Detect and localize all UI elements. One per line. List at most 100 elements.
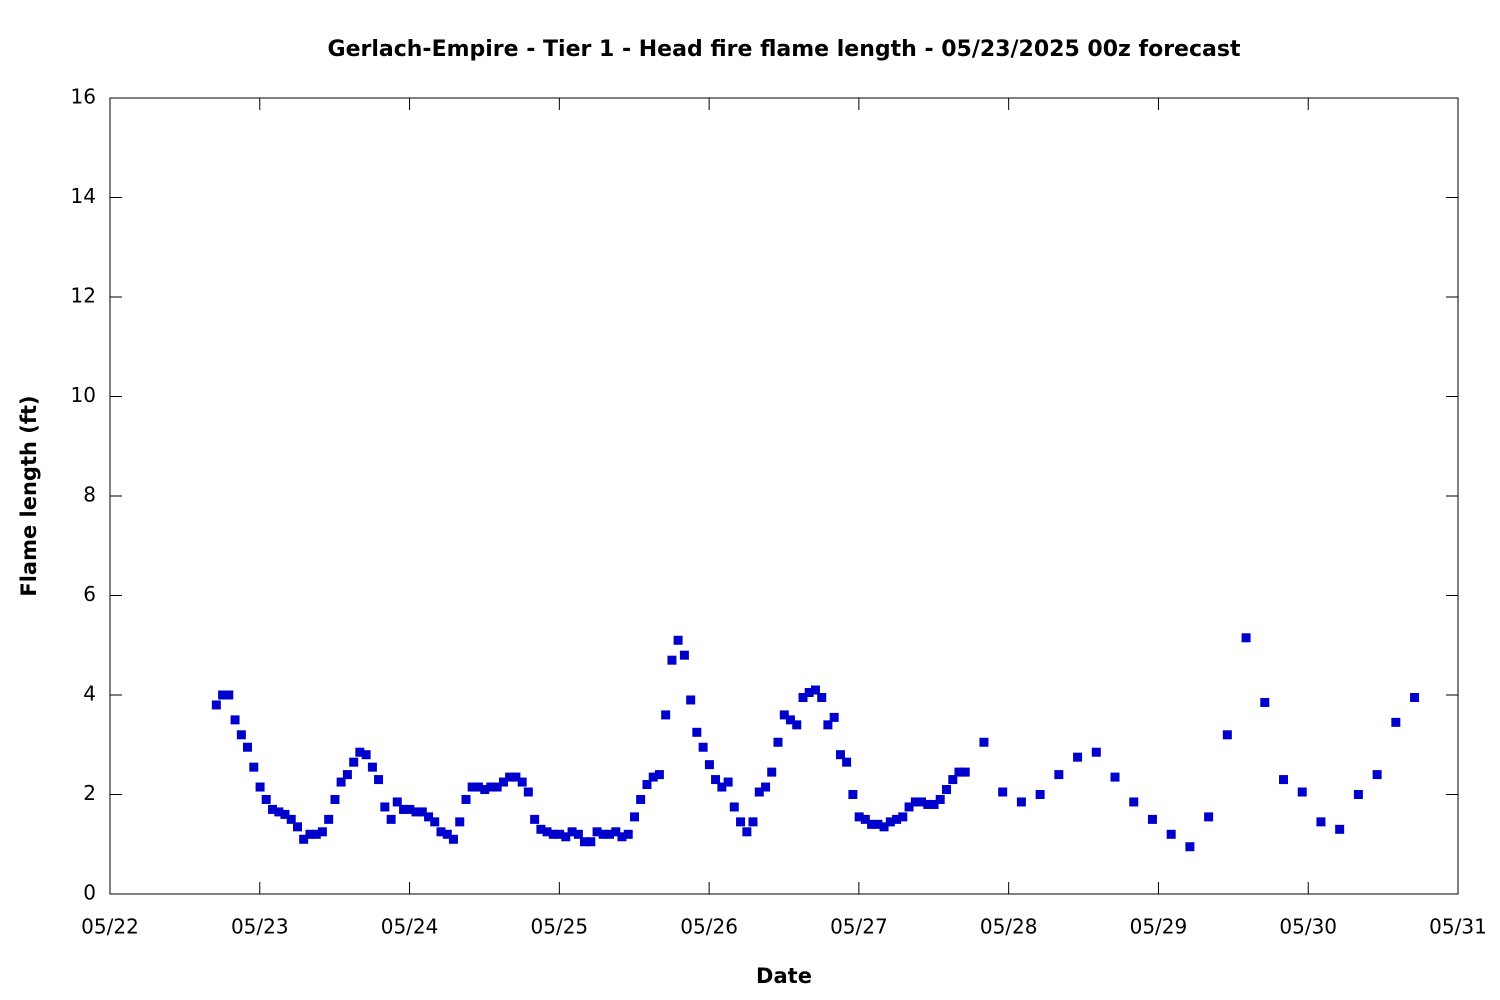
point xyxy=(1091,747,1101,757)
point xyxy=(236,730,246,740)
point xyxy=(436,827,446,837)
y-tick-label: 2 xyxy=(83,781,96,805)
point xyxy=(1316,817,1326,827)
point xyxy=(530,814,540,824)
point xyxy=(523,787,533,797)
point xyxy=(798,692,808,702)
point xyxy=(480,785,490,795)
point xyxy=(1035,790,1045,799)
point xyxy=(829,712,839,722)
point xyxy=(879,822,889,832)
point xyxy=(399,804,409,814)
point xyxy=(904,802,914,812)
point xyxy=(293,822,303,832)
point xyxy=(1110,772,1120,782)
point xyxy=(268,804,278,814)
point xyxy=(642,780,652,790)
point xyxy=(511,772,521,782)
x-axis-label: Date xyxy=(756,964,812,988)
point xyxy=(411,807,421,817)
point xyxy=(573,829,583,839)
point xyxy=(299,834,309,844)
point xyxy=(1372,770,1382,780)
point xyxy=(448,834,458,844)
point xyxy=(1016,797,1026,807)
point xyxy=(442,829,452,839)
point xyxy=(867,819,877,829)
point xyxy=(492,782,502,792)
y-tick-label: 10 xyxy=(71,383,96,407)
point xyxy=(929,799,939,809)
point xyxy=(461,794,471,804)
point xyxy=(630,812,640,822)
x-tick-label: 05/25 xyxy=(531,915,589,939)
point xyxy=(748,817,758,827)
point xyxy=(542,827,552,837)
point xyxy=(567,827,577,837)
point xyxy=(405,804,415,814)
x-tick-label: 05/22 xyxy=(81,915,139,939)
point xyxy=(910,797,920,807)
x-tick-label: 05/26 xyxy=(680,915,738,939)
point xyxy=(548,829,558,839)
point xyxy=(255,782,265,792)
y-tick-label: 12 xyxy=(71,284,96,308)
point xyxy=(898,812,908,822)
point xyxy=(374,775,384,785)
point xyxy=(1147,814,1157,824)
point xyxy=(948,775,958,785)
point xyxy=(954,767,964,777)
point xyxy=(330,794,340,804)
point xyxy=(424,812,434,822)
point xyxy=(767,767,777,777)
point xyxy=(1279,775,1289,785)
point xyxy=(617,832,627,842)
y-tick-label: 4 xyxy=(83,682,96,706)
point xyxy=(305,829,315,839)
point xyxy=(885,817,895,827)
point xyxy=(698,742,708,752)
point xyxy=(960,767,970,777)
point xyxy=(942,785,952,795)
point xyxy=(711,775,721,785)
point xyxy=(1353,790,1363,799)
y-tick-label: 6 xyxy=(83,582,96,606)
point xyxy=(1391,717,1401,727)
point xyxy=(586,837,596,847)
point xyxy=(579,837,589,847)
point xyxy=(704,760,714,770)
point xyxy=(835,750,845,760)
point xyxy=(779,710,789,720)
point xyxy=(342,770,352,780)
point xyxy=(249,762,259,772)
point xyxy=(817,692,827,702)
point xyxy=(848,790,858,799)
point xyxy=(392,797,402,807)
point xyxy=(916,797,926,807)
point xyxy=(742,827,752,837)
point xyxy=(274,807,284,817)
point xyxy=(754,787,764,797)
point xyxy=(430,817,440,827)
y-tick-label: 14 xyxy=(71,184,96,208)
point xyxy=(336,777,346,787)
point xyxy=(280,809,290,819)
point xyxy=(854,812,864,822)
point xyxy=(417,807,427,817)
point xyxy=(286,814,296,824)
point xyxy=(324,814,334,824)
point xyxy=(654,770,664,780)
point xyxy=(317,827,327,837)
point xyxy=(242,742,252,752)
point xyxy=(736,817,746,827)
point xyxy=(261,794,271,804)
point xyxy=(692,727,702,737)
point xyxy=(517,777,527,787)
point xyxy=(998,787,1008,797)
point xyxy=(592,827,602,837)
x-tick-label: 05/27 xyxy=(830,915,888,939)
point xyxy=(386,814,396,824)
point xyxy=(1260,697,1270,707)
point xyxy=(661,710,671,720)
